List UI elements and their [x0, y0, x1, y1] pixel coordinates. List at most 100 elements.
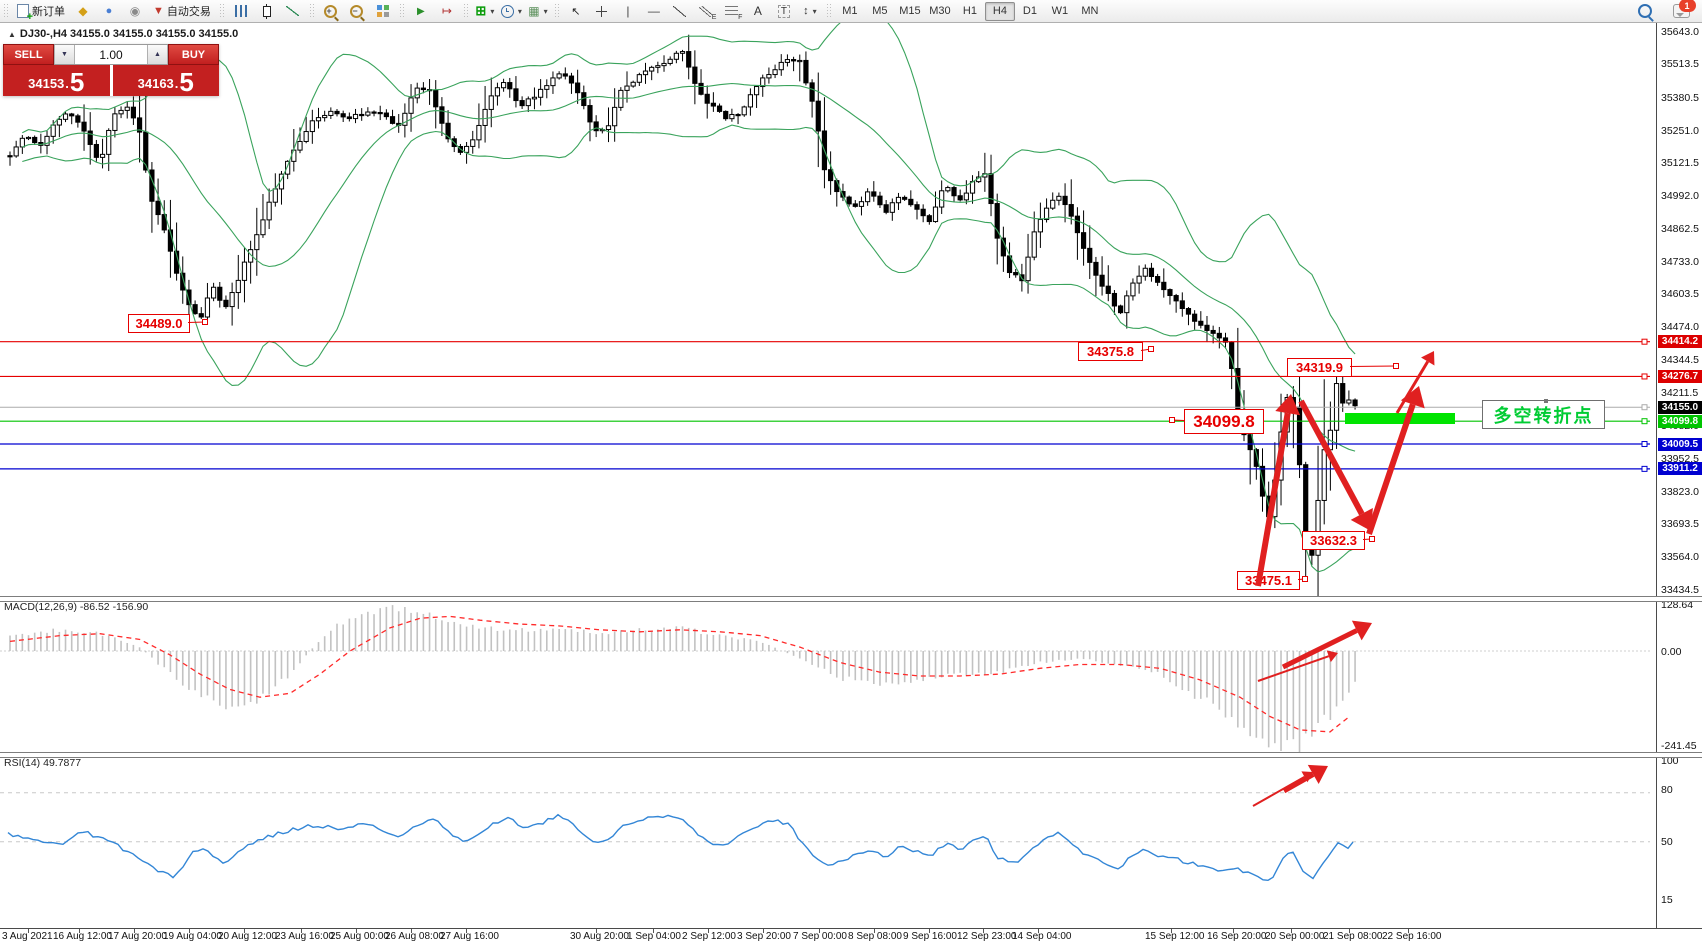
chevron-down-icon: ▾ — [517, 6, 522, 16]
zoom-in-icon: + — [324, 4, 338, 18]
text-button[interactable]: A — [745, 1, 771, 21]
note-handle — [1543, 399, 1548, 403]
panel-separator[interactable] — [0, 596, 1702, 602]
time-axis-tick — [189, 929, 190, 933]
tile-windows-button[interactable] — [370, 1, 396, 21]
time-axis-label: 8 Sep 08:00 — [848, 931, 902, 942]
volume-increase-button[interactable]: ▲ — [147, 45, 168, 64]
indicator-axis-tick: 0.00 — [1661, 645, 1682, 658]
trendline-button[interactable] — [667, 1, 693, 21]
price-label[interactable]: 34319.9 — [1287, 358, 1352, 377]
price-label[interactable]: 33632.3 — [1302, 531, 1365, 550]
support-button[interactable]: ● — [96, 1, 122, 21]
chat-bubble-icon: 1 — [1672, 0, 1696, 18]
time-axis[interactable]: 3 Aug 2021 16 Aug 12:00 17 Aug 20:00 19 Aug… — [0, 928, 1702, 944]
tf-w1-button[interactable]: W1 — [1051, 5, 1069, 17]
tf-m1-button[interactable]: M1 — [842, 5, 858, 17]
price-label[interactable]: 33475.1 — [1237, 571, 1300, 590]
chart-shift-button[interactable]: ↦ — [434, 1, 460, 21]
y-axis-tick: 35643.0 — [1661, 25, 1699, 38]
time-axis-tick — [929, 929, 930, 933]
price-label[interactable]: 34099.8 — [1184, 409, 1264, 434]
auto-scroll-button[interactable]: ▶ — [408, 1, 434, 21]
zoom-in-button[interactable]: + — [318, 1, 344, 21]
candlestick-chart-button[interactable] — [254, 1, 280, 21]
y-axis-tick: 33434.5 — [1661, 583, 1699, 596]
tf-h4-button[interactable]: H4 — [984, 1, 1015, 21]
main-chart[interactable] — [0, 23, 1656, 596]
sell-price[interactable]: 34153 . 5 — [3, 65, 110, 96]
buy-price[interactable]: 34163 . 5 — [112, 65, 219, 97]
cursor-button[interactable]: ↖ — [563, 1, 589, 21]
time-axis-tick — [79, 929, 80, 933]
notifications-button[interactable]: 1 — [1668, 0, 1696, 21]
chevron-down-icon: ▾ — [543, 6, 548, 16]
vertical-line-button[interactable]: | — [615, 1, 641, 21]
zoom-out-button[interactable]: − — [344, 1, 370, 21]
cursor-icon: ↖ — [571, 5, 581, 18]
arrows-icon: ↕ — [803, 5, 809, 17]
macd-values: -86.52 -156.90 — [79, 601, 149, 613]
y-axis-tick: 33952.5 — [1661, 452, 1699, 465]
tf-m30-button[interactable]: M30 — [929, 5, 951, 17]
volume-decrease-button[interactable]: ▼ — [54, 45, 75, 64]
sell-button[interactable]: SELL — [3, 44, 54, 65]
price-label[interactable]: 34375.8 — [1078, 342, 1143, 361]
text-label-button[interactable]: T — [771, 1, 797, 21]
indicator-axis-tick: 50 — [1661, 835, 1673, 848]
tf-m15-button[interactable]: M15 — [899, 5, 921, 17]
volume-input[interactable] — [75, 45, 147, 64]
toolbar-grip — [463, 4, 469, 18]
channel-button[interactable]: E — [693, 1, 719, 21]
rsi-panel[interactable] — [0, 756, 1656, 927]
crosshair-button[interactable] — [589, 1, 615, 21]
buy-button[interactable]: BUY — [168, 44, 219, 65]
arrows-button[interactable]: ↕ ▾ — [797, 1, 823, 21]
time-axis-label: 20 Sep 00:00 — [1265, 931, 1325, 942]
buy-price-pip: 5 — [179, 67, 194, 97]
price-axis[interactable]: 35643.0 35513.5 35380.5 35251.0 35121.5 34992… — [1656, 23, 1702, 928]
fibonacci-button[interactable]: F — [719, 1, 745, 21]
toolbar-grip — [219, 4, 225, 18]
indicators-button[interactable]: ⊞ ▾ — [472, 1, 498, 21]
templates-button[interactable]: ▦ ▾ — [525, 1, 551, 21]
chart-shift-icon: ↦ — [441, 4, 452, 18]
indicators-icon: ⊞ — [475, 3, 487, 18]
note-box[interactable]: 多空转折点 — [1482, 399, 1605, 429]
auto-trading-label: 自动交易 — [166, 6, 211, 18]
bar-chart-button[interactable] — [228, 1, 254, 21]
tf-mn-button[interactable]: MN — [1081, 5, 1099, 17]
new-order-label: 新订单 — [32, 6, 65, 18]
level-price-badge: 33911.2 — [1658, 462, 1702, 476]
time-axis-tick — [1349, 929, 1350, 933]
person-icon: ● — [105, 5, 113, 17]
time-axis-label: 22 Sep 16:00 — [1382, 931, 1442, 942]
new-order-button[interactable]: 新订单 — [12, 1, 70, 23]
time-axis-label: 1 Sep 04:00 — [627, 931, 681, 942]
macd-panel[interactable] — [0, 600, 1656, 752]
time-axis-label: 25 Aug 00:00 — [330, 931, 389, 942]
periods-button[interactable]: ▾ — [498, 1, 525, 21]
time-axis-tick — [596, 929, 597, 933]
new-order-icon — [17, 4, 33, 23]
toolbar-grip — [309, 4, 315, 18]
signal-button[interactable]: ◉ — [122, 1, 148, 21]
market-watch-button[interactable]: ◆ — [70, 1, 96, 21]
support-zone-highlight[interactable] — [1345, 413, 1455, 424]
tf-d1-button[interactable]: D1 — [1022, 5, 1037, 17]
search-button[interactable] — [1632, 1, 1658, 21]
tf-h1-button[interactable]: H1 — [962, 5, 977, 17]
level-price-badge: 34009.5 — [1658, 437, 1702, 451]
auto-trading-button[interactable]: ▼ 自动交易 — [148, 1, 216, 21]
tf-m5-button[interactable]: M5 — [872, 5, 888, 17]
channel-icon: E — [699, 5, 716, 21]
time-axis-label: 30 Aug 20:00 — [570, 931, 629, 942]
time-axis-tick — [466, 929, 467, 933]
price-label[interactable]: 34489.0 — [128, 314, 190, 333]
horizontal-line-button[interactable]: — — [641, 1, 667, 21]
text-label-icon: T — [777, 4, 790, 18]
note-text: 多空转折点 — [1493, 405, 1594, 426]
time-axis-tick — [411, 929, 412, 933]
line-chart-button[interactable] — [280, 1, 306, 21]
panel-separator[interactable] — [0, 752, 1702, 758]
